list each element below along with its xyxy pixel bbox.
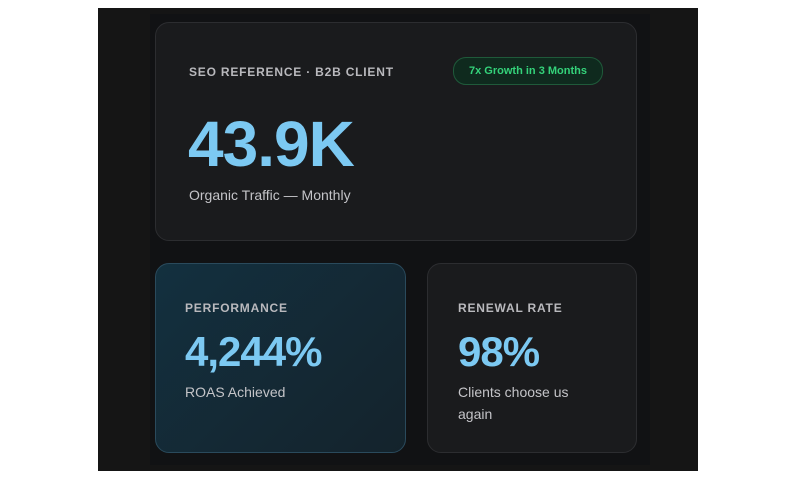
metric-card: RENEWAL RATE 98% Clients choose us again: [427, 263, 637, 453]
screenshot-frame: SEO REFERENCE · B2B CLIENT 7x Growth in …: [98, 8, 698, 471]
card-value: 98%: [458, 328, 540, 375]
card-caption: Clients choose us again: [458, 384, 569, 422]
card-label: RENEWAL RATE: [458, 301, 563, 315]
card-value: 43.9K: [188, 108, 355, 180]
metric-card: PERFORMANCE 4,244% ROAS Achieved: [155, 263, 406, 453]
card-value: 4,244%: [185, 328, 322, 375]
panel: SEO REFERENCE · B2B CLIENT 7x Growth in …: [150, 14, 650, 465]
card-caption: ROAS Achieved: [185, 384, 286, 400]
card-caption: Organic Traffic — Monthly: [189, 187, 351, 203]
growth-badge: 7x Growth in 3 Months: [453, 57, 603, 85]
top-card: SEO REFERENCE · B2B CLIENT 7x Growth in …: [155, 22, 637, 241]
card-label: PERFORMANCE: [185, 301, 288, 315]
card-label: SEO REFERENCE · B2B CLIENT: [189, 65, 394, 79]
